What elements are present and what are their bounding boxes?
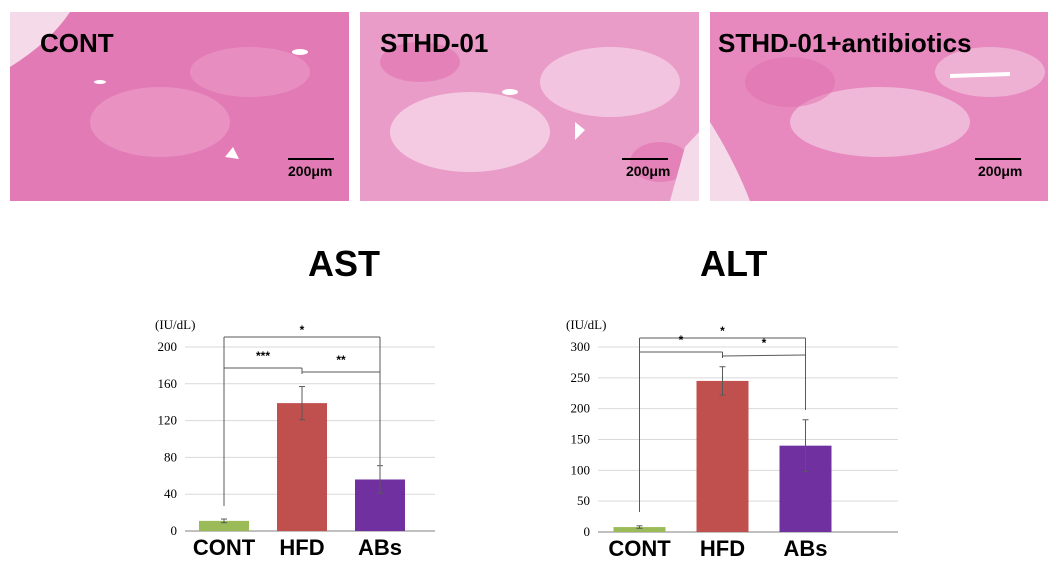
- bar-hfd: [277, 403, 327, 531]
- y-tick-label: 150: [571, 432, 591, 447]
- y-tick-label: 120: [158, 413, 178, 428]
- y-tick-label: 200: [571, 401, 591, 416]
- chart-title-ast: AST: [308, 243, 380, 284]
- histology-panel-sthd01: STHD-01 200μm: [360, 12, 699, 201]
- significance-marker: ***: [256, 349, 270, 363]
- panel-label: STHD-01: [380, 28, 489, 58]
- histology-image-cont: [10, 12, 349, 201]
- category-label: HFD: [700, 536, 745, 561]
- y-tick-label: 100: [571, 462, 591, 477]
- y-axis-unit-label: (IU/dL): [566, 317, 606, 332]
- y-tick-label: 40: [164, 486, 177, 501]
- chart-title-alt: ALT: [700, 243, 768, 284]
- category-label: CONT: [608, 536, 671, 561]
- panel-label: STHD-01+antibiotics: [718, 28, 972, 58]
- y-tick-label: 80: [164, 449, 177, 464]
- y-axis-unit-label: (IU/dL): [155, 317, 195, 332]
- significance-bracket: [722, 354, 806, 357]
- scale-bar: [288, 158, 334, 160]
- bar-cont: [613, 527, 666, 532]
- category-label: ABs: [358, 535, 402, 560]
- y-tick-label: 200: [158, 339, 178, 354]
- histology-panel-antibiotics: STHD-01+antibiotics 200μm: [710, 12, 1048, 201]
- category-label: CONT: [193, 535, 256, 560]
- scale-bar-label: 200μm: [978, 163, 1023, 179]
- significance-marker: *: [300, 323, 305, 337]
- scale-bar: [622, 158, 668, 160]
- y-tick-label: 0: [171, 523, 178, 538]
- histology-image-sthd01: [360, 12, 699, 201]
- y-tick-label: 250: [571, 370, 591, 385]
- scale-bar-label: 200μm: [626, 163, 671, 179]
- y-tick-label: 50: [577, 493, 590, 508]
- significance-marker: *: [762, 336, 767, 350]
- scale-bar-label: 200μm: [288, 163, 333, 179]
- scale-bar: [975, 158, 1021, 160]
- y-tick-label: 0: [584, 524, 591, 539]
- alt-bar-chart: (IU/dL) 0 50 100 150 200 250 300 CONT HFD ABs * * *: [566, 317, 898, 561]
- panel-label: CONT: [40, 28, 114, 58]
- category-label: HFD: [279, 535, 324, 560]
- significance-marker: **: [336, 353, 346, 367]
- category-label: ABs: [783, 536, 827, 561]
- significance-marker: *: [720, 324, 725, 338]
- y-tick-label: 300: [571, 339, 591, 354]
- significance-marker: *: [679, 333, 684, 347]
- histology-image-antibiotics: [710, 12, 1048, 201]
- bar-cont: [199, 520, 249, 531]
- bar-hfd: [696, 380, 749, 532]
- histology-panel-cont: CONT 200μm: [10, 12, 349, 201]
- y-tick-label: 160: [158, 376, 178, 391]
